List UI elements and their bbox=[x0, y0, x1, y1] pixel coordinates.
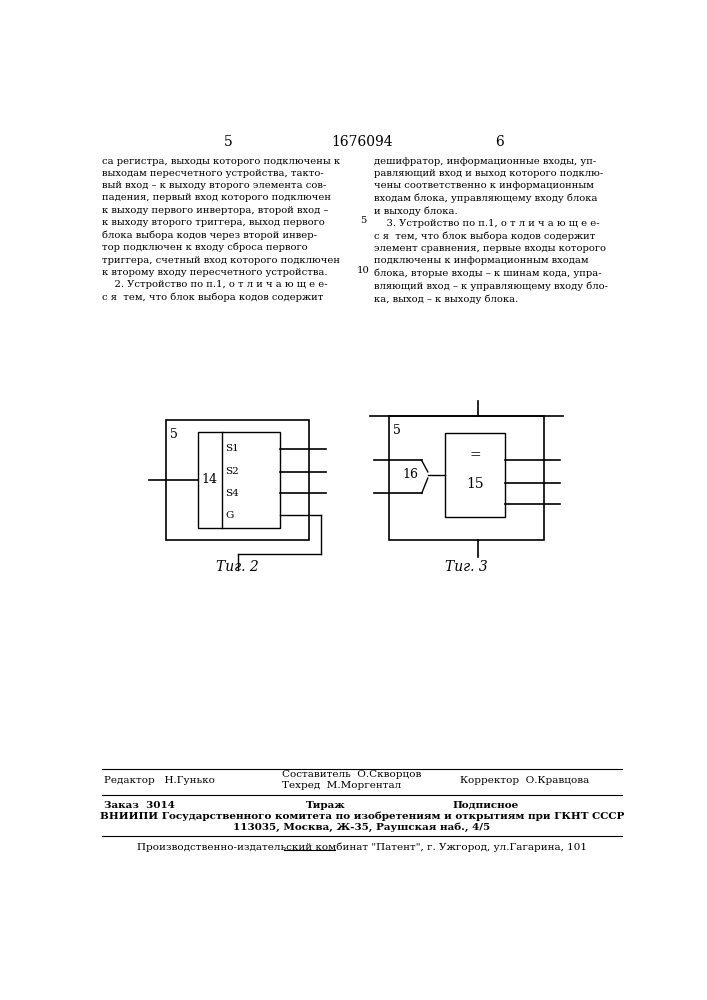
Text: 1676094: 1676094 bbox=[331, 135, 393, 149]
Text: G: G bbox=[226, 511, 234, 520]
Text: Подписное: Подписное bbox=[452, 801, 519, 810]
Text: Тираж: Тираж bbox=[305, 801, 345, 810]
Bar bbox=[389, 416, 544, 540]
Text: 5: 5 bbox=[393, 424, 401, 437]
Text: Составитель  О.Скворцов: Составитель О.Скворцов bbox=[282, 770, 421, 779]
Text: S2: S2 bbox=[226, 467, 239, 476]
Text: ВНИИПИ Государственного комитета по изобретениям и открытиям при ГКНТ СССР: ВНИИПИ Государственного комитета по изоб… bbox=[100, 811, 624, 821]
Text: =: = bbox=[469, 448, 481, 462]
Text: 10: 10 bbox=[357, 266, 370, 275]
Bar bbox=[199, 432, 280, 528]
Text: 6: 6 bbox=[495, 135, 503, 149]
Text: 16: 16 bbox=[403, 468, 419, 481]
Text: Техред  М.Моргентал: Техред М.Моргентал bbox=[282, 781, 402, 790]
Text: 113035, Москва, Ж-35, Раушская наб., 4/5: 113035, Москва, Ж-35, Раушская наб., 4/5 bbox=[233, 822, 491, 832]
Text: 5: 5 bbox=[223, 135, 233, 149]
Text: Редактор   Н.Гунько: Редактор Н.Гунько bbox=[104, 776, 215, 785]
Text: Τиг. 3: Τиг. 3 bbox=[445, 560, 488, 574]
Text: Производственно-издательский комбинат "Патент", г. Ужгород, ул.Гагарина, 101: Производственно-издательский комбинат "П… bbox=[137, 842, 587, 852]
Text: 14: 14 bbox=[201, 473, 217, 486]
Text: S1: S1 bbox=[226, 444, 239, 453]
Text: 15: 15 bbox=[467, 477, 484, 491]
Text: 5: 5 bbox=[170, 428, 177, 441]
Text: 5: 5 bbox=[361, 216, 367, 225]
Text: Τиг. 2: Τиг. 2 bbox=[216, 560, 259, 574]
Text: Заказ  3014: Заказ 3014 bbox=[104, 801, 175, 810]
Text: дешифратор, информационные входы, уп-
равляющий вход и выход которого подклю-
че: дешифратор, информационные входы, уп- ра… bbox=[373, 157, 607, 304]
Bar bbox=[166, 420, 309, 540]
Bar bbox=[445, 433, 506, 517]
Text: S4: S4 bbox=[226, 489, 239, 498]
Text: Корректор  О.Кравцова: Корректор О.Кравцова bbox=[460, 776, 590, 785]
Text: са регистра, выходы которого подключены к
выходам пересчетного устройства, такто: са регистра, выходы которого подключены … bbox=[103, 157, 341, 302]
